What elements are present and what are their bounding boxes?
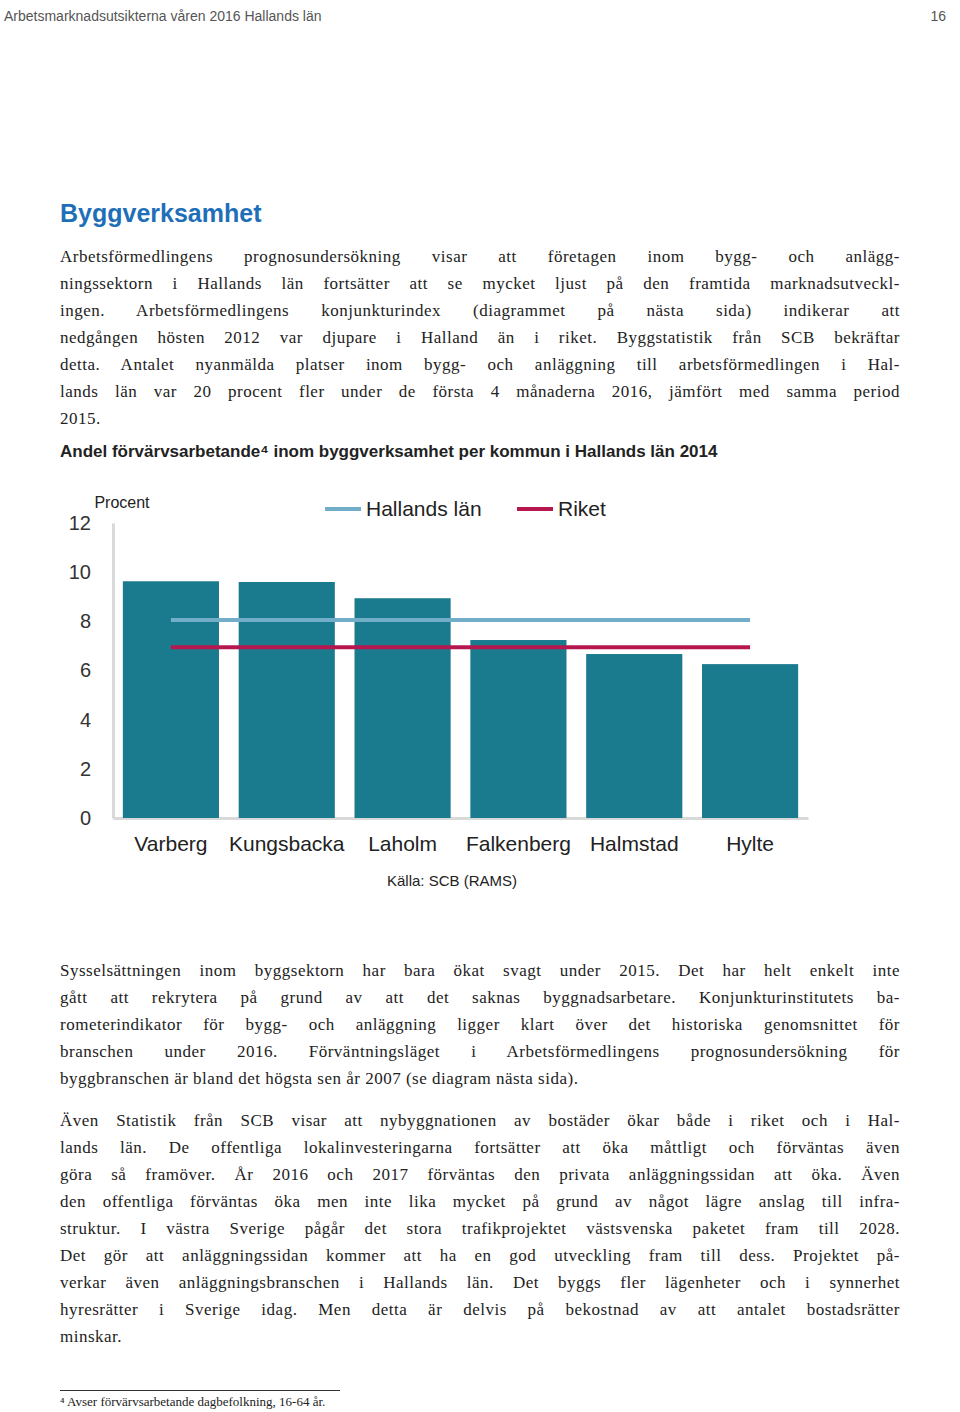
page: Arbetsmarknadsutsikterna våren 2016 Hall… — [0, 0, 960, 1412]
x-tick-label: Falkenberg — [466, 832, 571, 855]
text-line: göra så framöver. År 2016 och 2017 förvä… — [60, 1161, 900, 1188]
x-tick: Laholm — [368, 832, 437, 855]
y-tick-label: 0 — [80, 807, 91, 829]
text-line: 2015. — [60, 405, 900, 432]
y-tick: 6 — [80, 659, 113, 681]
legend-swatch — [325, 507, 361, 511]
y-tick-label: 4 — [80, 709, 91, 731]
y-axis-line — [112, 524, 115, 819]
legend-swatch — [517, 507, 553, 511]
footnote: ⁴ Avser förvärvsarbetande dagbefolkning,… — [60, 1394, 325, 1410]
legend-label: Riket — [558, 497, 606, 520]
text-line: gått att rekrytera på grund av att det s… — [60, 984, 900, 1011]
x-tick-label: Kungsbacka — [229, 832, 345, 855]
chart: 0 2 4 6 8 10 12 Varberg Kungsbacka Laholm Falkenbe… — [0, 480, 960, 900]
text-line: hyresrätter i Sverige idag. Men detta är… — [60, 1296, 900, 1323]
bar — [702, 664, 798, 818]
bar — [586, 654, 682, 818]
y-tick: 4 — [80, 709, 113, 731]
y-tick-label: 2 — [80, 758, 91, 780]
text-line: Arbetsförmedlingens prognosundersökning … — [60, 243, 900, 270]
text-line: nedgången hösten 2012 var djupare i Hall… — [60, 324, 900, 351]
text-line: rometerindikator för bygg- och anläggnin… — [60, 1011, 900, 1038]
text-line: detta. Antalet nyanmälda platser inom by… — [60, 351, 900, 378]
y-tick: 12 — [69, 512, 113, 534]
source: Källa: SCB (RAMS) — [387, 872, 517, 889]
series-line — [171, 618, 750, 622]
x-tick: Kungsbacka — [229, 832, 345, 855]
text-line: Även Statistik från SCB visar att nybygg… — [60, 1107, 900, 1134]
y-tick: 2 — [80, 758, 113, 780]
x-tick-label: Halmstad — [590, 832, 679, 855]
text-line: den offentliga förväntas öka men inte li… — [60, 1188, 900, 1215]
y-axis-title: Procent — [94, 494, 150, 511]
x-tick-label: Laholm — [368, 832, 437, 855]
text-line: struktur. I västra Sverige pågår det sto… — [60, 1215, 900, 1242]
y-tick-label: 6 — [80, 659, 91, 681]
legend-label: Hallands län — [366, 497, 482, 520]
bar — [123, 581, 219, 818]
y-tick: 0 — [80, 807, 113, 829]
text-line: branschen under 2016. Förväntningsläget … — [60, 1038, 900, 1065]
y-tick-label: 12 — [69, 512, 91, 534]
text-line: verkar även anläggningsbranschen i Halla… — [60, 1269, 900, 1296]
heading: Byggverksamhet — [60, 199, 261, 228]
series-line — [171, 645, 750, 649]
bar — [355, 598, 451, 818]
footnote-rule — [60, 1390, 340, 1391]
chart-title: Andel förvärvsarbetande⁴ inom byggverksa… — [60, 440, 770, 463]
x-tick-label: Hylte — [726, 832, 774, 855]
y-tick: 8 — [80, 610, 113, 632]
plot-area — [123, 581, 798, 818]
x-tick-label: Varberg — [134, 832, 207, 855]
header-title: Arbetsmarknadsutsikterna våren 2016 Hall… — [4, 8, 322, 24]
x-tick: Halmstad — [590, 832, 679, 855]
text-line: lands län. De offentliga lokalinvesterin… — [60, 1134, 900, 1161]
x-tick: Varberg — [134, 832, 207, 855]
y-tick: 10 — [69, 561, 113, 583]
x-tick: Falkenberg — [466, 832, 571, 855]
bar — [470, 640, 566, 818]
x-axis: Varberg Kungsbacka Laholm Falkenberg Halmsta… — [114, 819, 809, 855]
text-line: ningssektorn i Hallands län fortsätter a… — [60, 270, 900, 297]
y-tick-label: 10 — [69, 561, 91, 583]
text-line: Sysselsättningen inom byggsektorn har ba… — [60, 957, 900, 984]
text-line: byggbranschen är bland det högsta sen år… — [60, 1065, 900, 1092]
text-line: ingen. Arbetsförmedlingens konjunkturind… — [60, 297, 900, 324]
page-number: 16 — [930, 8, 946, 24]
legend: Hallands län Riket — [325, 497, 606, 520]
y-axis: 0 2 4 6 8 10 12 — [69, 512, 114, 829]
text-line: minskar. — [60, 1323, 900, 1350]
text-line: lands län var 20 procent fler under de f… — [60, 378, 900, 405]
bar — [239, 582, 335, 818]
y-tick-label: 8 — [80, 610, 91, 632]
text-line: Det gör att anläggningssidan kommer att … — [60, 1242, 900, 1269]
x-tick: Hylte — [726, 832, 774, 855]
